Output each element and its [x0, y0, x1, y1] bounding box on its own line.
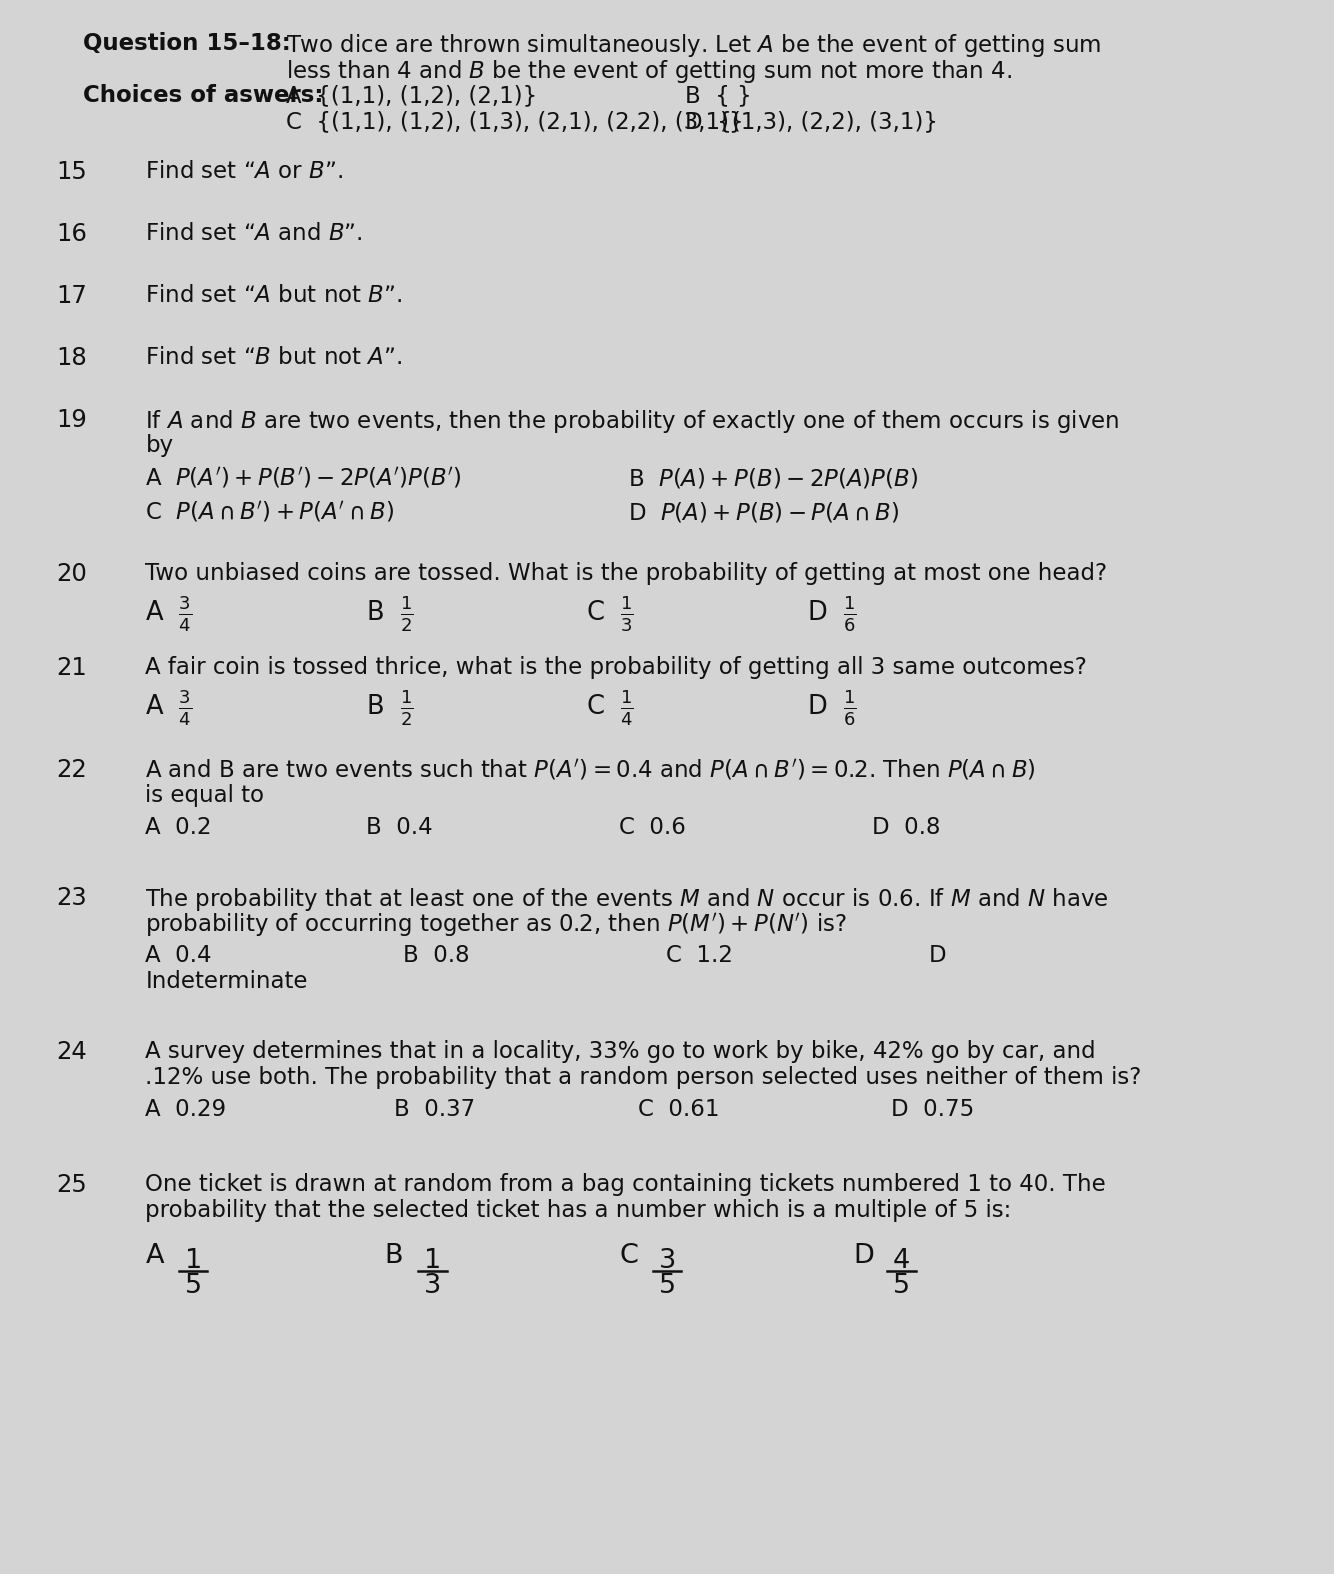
Text: 1: 1 [424, 1248, 442, 1273]
Text: C  1.2: C 1.2 [666, 944, 732, 966]
Text: C  $P(A\cap B')+P(A'\cap B)$: C $P(A\cap B')+P(A'\cap B)$ [145, 501, 395, 526]
Text: 3: 3 [659, 1248, 676, 1273]
Text: A  0.29: A 0.29 [145, 1099, 227, 1121]
Text: Find set “$\mathit{B}$ but not $\mathit{A}$”.: Find set “$\mathit{B}$ but not $\mathit{… [145, 346, 403, 368]
Text: Find set “$\mathit{A}$ and $\mathit{B}$”.: Find set “$\mathit{A}$ and $\mathit{B}$”… [145, 222, 363, 246]
Text: C  $\frac{1}{3}$: C $\frac{1}{3}$ [586, 593, 634, 634]
Text: D  $\frac{1}{6}$: D $\frac{1}{6}$ [807, 688, 856, 729]
Text: A and B are two events such that $P(A')=0.4$ and $P(A\cap B')=0.2$. Then $P(A\ca: A and B are two events such that $P(A')=… [145, 759, 1037, 782]
Text: 5: 5 [659, 1273, 675, 1299]
Text: 19: 19 [56, 408, 87, 431]
Text: A  0.4: A 0.4 [145, 944, 212, 966]
Text: A  0.2: A 0.2 [145, 815, 212, 839]
Text: is equal to: is equal to [145, 784, 264, 807]
Text: A: A [145, 1243, 164, 1269]
Text: 1: 1 [185, 1248, 201, 1273]
Text: 23: 23 [56, 886, 87, 910]
Text: If $\mathit{A}$ and $\mathit{B}$ are two events, then the probability of exactly: If $\mathit{A}$ and $\mathit{B}$ are two… [145, 408, 1119, 434]
Text: A fair coin is tossed thrice, what is the probability of getting all 3 same outc: A fair coin is tossed thrice, what is th… [145, 656, 1087, 678]
Text: Two unbiased coins are tossed. What is the probability of getting at most one he: Two unbiased coins are tossed. What is t… [145, 562, 1107, 586]
Text: B  $\frac{1}{2}$: B $\frac{1}{2}$ [366, 688, 414, 729]
Text: 24: 24 [56, 1040, 87, 1064]
Text: A  $P(A')+P(B')-2P(A')P(B')$: A $P(A')+P(B')-2P(A')P(B')$ [145, 466, 463, 491]
Text: Find set “$\mathit{A}$ or $\mathit{B}$”.: Find set “$\mathit{A}$ or $\mathit{B}$”. [145, 161, 343, 183]
Text: Question 15–18:: Question 15–18: [83, 31, 291, 55]
Text: 21: 21 [56, 656, 87, 680]
Text: 22: 22 [56, 759, 87, 782]
Text: One ticket is drawn at random from a bag containing tickets numbered 1 to 40. Th: One ticket is drawn at random from a bag… [145, 1173, 1106, 1196]
Text: A  {(1,1), (1,2), (2,1)}: A {(1,1), (1,2), (2,1)} [285, 83, 538, 107]
Text: C  {(1,1), (1,2), (1,3), (2,1), (2,2), (3,1)}: C {(1,1), (1,2), (1,3), (2,1), (2,2), (3… [285, 110, 743, 132]
Text: 15: 15 [56, 161, 87, 184]
Text: D  0.8: D 0.8 [872, 815, 940, 839]
Text: Find set “$\mathit{A}$ but not $\mathit{B}$”.: Find set “$\mathit{A}$ but not $\mathit{… [145, 283, 403, 307]
Text: B: B [384, 1243, 403, 1269]
Text: B  0.8: B 0.8 [403, 944, 470, 966]
Text: 3: 3 [424, 1273, 442, 1299]
Text: B  0.37: B 0.37 [394, 1099, 475, 1121]
Text: 17: 17 [56, 283, 87, 309]
Text: probability that the selected ticket has a number which is a multiple of 5 is:: probability that the selected ticket has… [145, 1199, 1011, 1221]
Text: D  $\frac{1}{6}$: D $\frac{1}{6}$ [807, 593, 856, 634]
Text: 18: 18 [56, 346, 87, 370]
Text: C  0.6: C 0.6 [619, 815, 686, 839]
Text: 25: 25 [56, 1173, 87, 1196]
Text: A  $\frac{3}{4}$: A $\frac{3}{4}$ [145, 593, 193, 634]
Text: B  0.4: B 0.4 [366, 815, 432, 839]
Text: 5: 5 [892, 1273, 910, 1299]
Text: C  0.61: C 0.61 [638, 1099, 719, 1121]
Text: Indeterminate: Indeterminate [145, 970, 308, 993]
Text: A  $\frac{3}{4}$: A $\frac{3}{4}$ [145, 688, 193, 729]
Text: D: D [928, 944, 946, 966]
Text: D  0.75: D 0.75 [891, 1099, 974, 1121]
Text: 4: 4 [892, 1248, 910, 1273]
Text: 20: 20 [56, 562, 87, 586]
Text: less than 4 and $\mathit{B}$ be the event of getting sum not more than 4.: less than 4 and $\mathit{B}$ be the even… [285, 58, 1013, 85]
Text: C  $\frac{1}{4}$: C $\frac{1}{4}$ [586, 688, 634, 729]
Text: D  $P(A)+P(B)-P(A\cap B)$: D $P(A)+P(B)-P(A\cap B)$ [628, 501, 900, 524]
Text: A survey determines that in a locality, 33% go to work by bike, 42% go by car, a: A survey determines that in a locality, … [145, 1040, 1097, 1062]
Text: C: C [619, 1243, 638, 1269]
Text: by: by [145, 434, 173, 456]
Text: D  {(1,3), (2,2), (3,1)}: D {(1,3), (2,2), (3,1)} [684, 110, 938, 132]
Text: B  $\frac{1}{2}$: B $\frac{1}{2}$ [366, 593, 414, 634]
Text: 16: 16 [56, 222, 87, 246]
Text: Choices of aswers:: Choices of aswers: [83, 83, 323, 107]
Text: probability of occurring together as 0.2, then $P(M')+P(N')$ is?: probability of occurring together as 0.2… [145, 911, 847, 940]
Text: The probability that at least one of the events $M$ and $N$ occur is 0.6. If $M$: The probability that at least one of the… [145, 886, 1109, 913]
Text: B  $P(A)+P(B)-2P(A)P(B)$: B $P(A)+P(B)-2P(A)P(B)$ [628, 466, 919, 490]
Text: Two dice are thrown simultaneously. Let $\mathit{A}$ be the event of getting sum: Two dice are thrown simultaneously. Let … [285, 31, 1102, 58]
Text: .12% use both. The probability that a random person selected uses neither of the: .12% use both. The probability that a ra… [145, 1066, 1142, 1089]
Text: 5: 5 [185, 1273, 201, 1299]
Text: D: D [854, 1243, 875, 1269]
Text: B  { }: B { } [684, 83, 751, 107]
